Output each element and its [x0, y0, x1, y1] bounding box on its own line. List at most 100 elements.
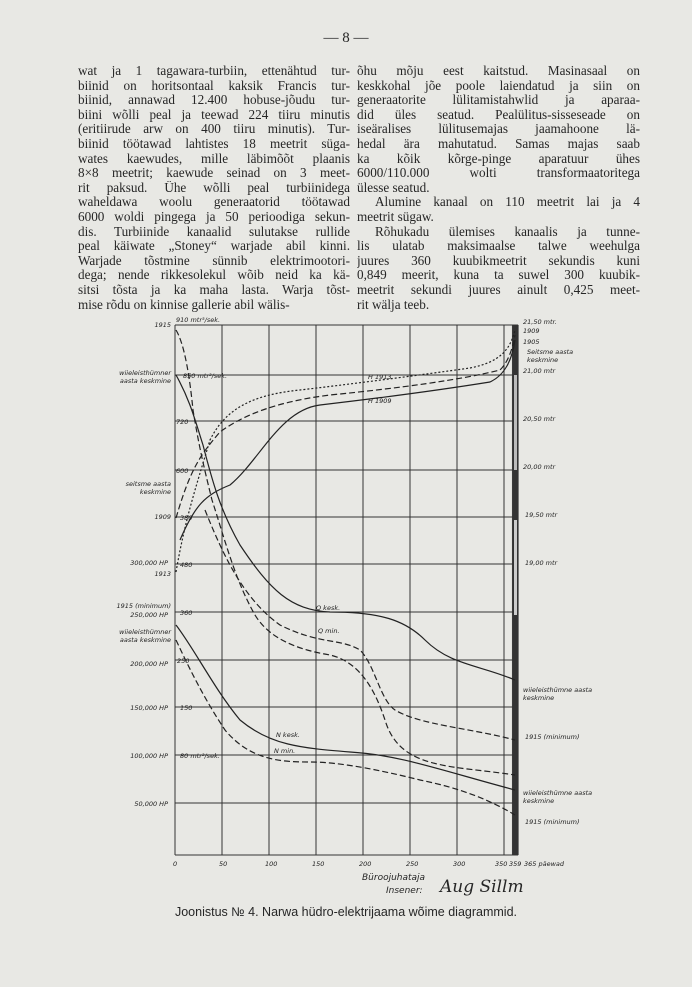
diagram-label: seitsme aasta [125, 480, 171, 488]
text-line: mise rõdu on kinnise gallerie abil wälis… [78, 297, 290, 312]
diagram-label: 850 mtr³/sek. [183, 372, 228, 380]
text-line: biini wõlli peal ja teewad 224 tiiru min… [78, 107, 350, 122]
text-line: lis ulatab maksimaalse talwe weehulga [357, 239, 640, 254]
diagram-label: 1909 [154, 513, 171, 521]
diagram-label: keskmine [139, 488, 171, 496]
diagram-label: 1913 [154, 570, 171, 578]
diagram-label: 250,000 HP [130, 611, 168, 619]
text-line: keskkohal jõe poole laiendatud ja siin o… [357, 78, 640, 93]
diagram-label: 1915 (minimum) [525, 818, 580, 826]
diagram-label: wiieleisthümne aasta [523, 686, 593, 694]
curve-h-seitsme [179, 339, 516, 541]
diagram-label: 100,000 HP [130, 752, 168, 760]
diagram-label: 480 [180, 561, 193, 569]
x-tick-label: 0 [173, 860, 178, 868]
x-tick-label: 150 [312, 860, 325, 868]
x-tick-label: 50 [219, 860, 228, 868]
figure-caption: Joonistus № 4. Narwa hüdro-elektrijaama … [174, 905, 518, 919]
diagram-label: H 1913 [368, 373, 392, 381]
signature: Aug Sillm [440, 877, 524, 897]
diagram-label: 1915 [154, 321, 171, 329]
diagram-label: 1915 (minimum) [116, 602, 171, 610]
x-tick-label: 300 [453, 860, 466, 868]
curve-h-1909 [175, 334, 516, 519]
curve-q-max-1915 [175, 329, 516, 776]
diagram-label: 50,000 HP [134, 800, 168, 808]
diagram-label: 150,000 HP [130, 704, 168, 712]
curve-q-min [204, 509, 516, 741]
diagram-label: 600 [176, 467, 189, 475]
text-line: rit wälja teeb. [357, 297, 430, 312]
text-line: 8×8 meetrit; kaewude seinad on 3 meet- [78, 166, 350, 181]
text-line: ülesse seatud. [357, 180, 430, 195]
x-tick-label: 365 päewad [524, 860, 565, 868]
diagram-label: keskmine [523, 694, 555, 702]
curve-h-1913 [175, 329, 516, 573]
diagram-label: Q kesk. [316, 604, 341, 612]
diagram-label: N min. [274, 747, 296, 755]
left-text-column: wat ja 1 tagawara-turbiin, ettenähtud tu… [78, 64, 350, 312]
text-line: iseäralises lülitusemajas jaamahoone lä- [357, 122, 640, 137]
diagram-label: 300,000 HP [130, 559, 168, 567]
diagram-label: 1909 [523, 327, 540, 335]
text-line: meetrit sekundi juures ainult 0,425 meet… [357, 282, 640, 297]
curve-n-kesk [175, 624, 516, 791]
text-line: rit paksud. Ühe wõlli peal turbiinidega [78, 180, 350, 195]
text-line: sitsi tõsta ja ka maha lasta. Warja tõst… [78, 282, 350, 297]
text-line: peal käiwate „Stoney“ warjade abil kinni… [78, 239, 350, 254]
text-line: wat ja 1 tagawara-turbiin, ettenähtud tu… [78, 64, 350, 78]
diagram-label: 1905 [523, 338, 540, 346]
diagram-label: 910 mtr³/sek. [176, 316, 221, 324]
x-tick-label: 200 [359, 860, 372, 868]
diagram-label: 200,000 HP [130, 660, 168, 668]
text-line: wates kaewudes, mille läbimõõt plaanis [78, 151, 350, 166]
text-line: dis. Turbiinide kanaalid sulutakse rulli… [78, 224, 350, 239]
text-line: did üles seatud. Pealülitus-sisseseade o… [357, 107, 640, 122]
curve-n-min [175, 639, 516, 816]
text-line: Alumine kanaal on 110 meetrit lai ja 4 [375, 195, 640, 210]
diagram-label: 19,50 mtr [525, 511, 558, 519]
text-line: biinid on horitsontaal kaksik Francis tu… [78, 78, 350, 93]
diagram-label: 720 [176, 418, 189, 426]
diagram-label: wiieleisthümner [119, 369, 171, 377]
water-level-bar-light [514, 375, 517, 470]
diagram-label: 250 [177, 657, 190, 665]
x-tick-label: 250 [406, 860, 419, 868]
text-line: õhu mõju eest kaitstud. Masinasaal on [357, 64, 640, 78]
text-line: meetrit sügaw. [357, 209, 434, 224]
curve-q-kesk [175, 374, 516, 681]
diagram-label: 21,50 mtr. [523, 318, 557, 326]
text-line: generaatorite lülitamistahwlid ja aparaa… [357, 93, 640, 108]
text-line: Warjade tõstmine sünnib elektrimootori- [78, 253, 350, 268]
text-line: hedal ära mahutatud. Samas majas saab [357, 136, 640, 151]
diagram-label: Q min. [318, 627, 340, 635]
right-text-column: õhu mõju eest kaitstud. Masinasaal on kes… [357, 64, 640, 312]
text-line: Rõhukadu ülemises kanaalis ja tunne- [375, 224, 640, 239]
diagram-label: 360 [180, 609, 193, 617]
text-line: (eritiirude arw on 400 tiiru minutis). T… [78, 122, 350, 137]
diagram-label: 21,00 mtr [523, 367, 556, 375]
text-line: juures 360 kuubikmeetrit sekundis kuni [357, 253, 640, 268]
text-line: 6000 woldi pingega ja 50 perioodiga seku… [78, 209, 350, 224]
diagram-label: wiieleisthümner [119, 628, 171, 636]
diagram-label: 20,50 mtr [523, 415, 556, 423]
x-tick-label: 100 [265, 860, 278, 868]
diagram-label: 380 [180, 514, 193, 522]
text-line: biinid töötawad lahtistes 18 meetrit süg… [78, 136, 350, 151]
diagram-grid [174, 324, 519, 856]
diagram-label: keskmine [527, 356, 559, 364]
x-tick-label: 359 [509, 860, 522, 868]
diagram-label: 150 [180, 704, 193, 712]
text-line: biinid, annawad 12.400 hobuse-jõudu tur- [78, 93, 350, 108]
diagram-label: keskmine [523, 797, 555, 805]
diagram-label: N kesk. [276, 731, 300, 739]
text-line: 6000/110.000 wolti transformaatoritega [357, 166, 640, 181]
diagram-label: 19,00 mtr [525, 559, 558, 567]
diagram-label: aasta keskmine [119, 377, 171, 385]
page-number: — 8 — [323, 30, 369, 46]
signature-title: Büroojuhataja [362, 873, 426, 883]
diagram-label: aasta keskmine [119, 636, 171, 644]
diagram-label: 80 mtr³/sek. [180, 752, 220, 760]
diagram-label: Seitsme aasta [527, 348, 574, 356]
diagram-label: wiieleisthümne aasta [523, 789, 593, 797]
